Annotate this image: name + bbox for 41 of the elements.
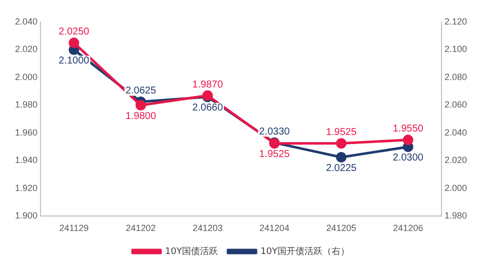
point bbox=[336, 152, 346, 162]
y-tick-label: 2.040 bbox=[14, 16, 38, 26]
data-label: 1.9525 bbox=[259, 149, 290, 160]
y2-tick-label: 2.060 bbox=[444, 100, 468, 110]
data-label: 2.0225 bbox=[326, 162, 357, 174]
data-label: 2.0625 bbox=[125, 86, 156, 97]
x-tick-label: 241206 bbox=[393, 223, 424, 234]
y2-tick-label: 2.040 bbox=[444, 127, 468, 138]
data-label: 1.9525 bbox=[326, 127, 357, 138]
point bbox=[136, 100, 146, 110]
y-tick-label: 1.960 bbox=[14, 127, 38, 138]
legend-label: 10Y国开债活跃（右） bbox=[260, 246, 350, 257]
y-tick-label: 1.920 bbox=[14, 182, 38, 193]
y2-tick-label: 2.100 bbox=[444, 44, 468, 54]
y2-tick-label: 2.000 bbox=[444, 182, 468, 193]
y2-tick-label: 2.020 bbox=[444, 155, 468, 166]
data-label: 2.0330 bbox=[259, 126, 290, 138]
x-tick-label: 241203 bbox=[192, 223, 223, 234]
y-tick-label: 2.020 bbox=[14, 44, 38, 54]
x-tick-label: 241204 bbox=[259, 223, 290, 234]
y2-tick-label: 2.120 bbox=[444, 16, 468, 26]
data-label: 2.0300 bbox=[392, 152, 424, 164]
point bbox=[402, 134, 414, 146]
y-tick-label: 1.980 bbox=[14, 100, 38, 110]
x-tick-label: 241205 bbox=[326, 223, 356, 234]
data-label: 1.9870 bbox=[192, 79, 224, 90]
point bbox=[336, 138, 346, 149]
data-label: 1.9800 bbox=[125, 110, 156, 122]
data-label: 1.9550 bbox=[392, 124, 424, 135]
data-label: 2.1000 bbox=[58, 55, 90, 66]
x-tick-label: 241202 bbox=[126, 223, 156, 234]
point bbox=[68, 38, 80, 48]
y-tick-label: 1.940 bbox=[14, 155, 38, 166]
x-tick-label: 241129 bbox=[59, 223, 89, 234]
data-label: 2.0660 bbox=[192, 102, 224, 114]
y-tick-label: 1.900 bbox=[14, 210, 38, 221]
legend-label: 10Y国债活跃 bbox=[165, 246, 218, 257]
data-label: 2.0250 bbox=[58, 26, 90, 38]
y2-tick-label: 2.080 bbox=[444, 72, 468, 82]
y2-tick-label: 1.980 bbox=[444, 210, 468, 221]
y-tick-label: 2.000 bbox=[14, 72, 38, 82]
